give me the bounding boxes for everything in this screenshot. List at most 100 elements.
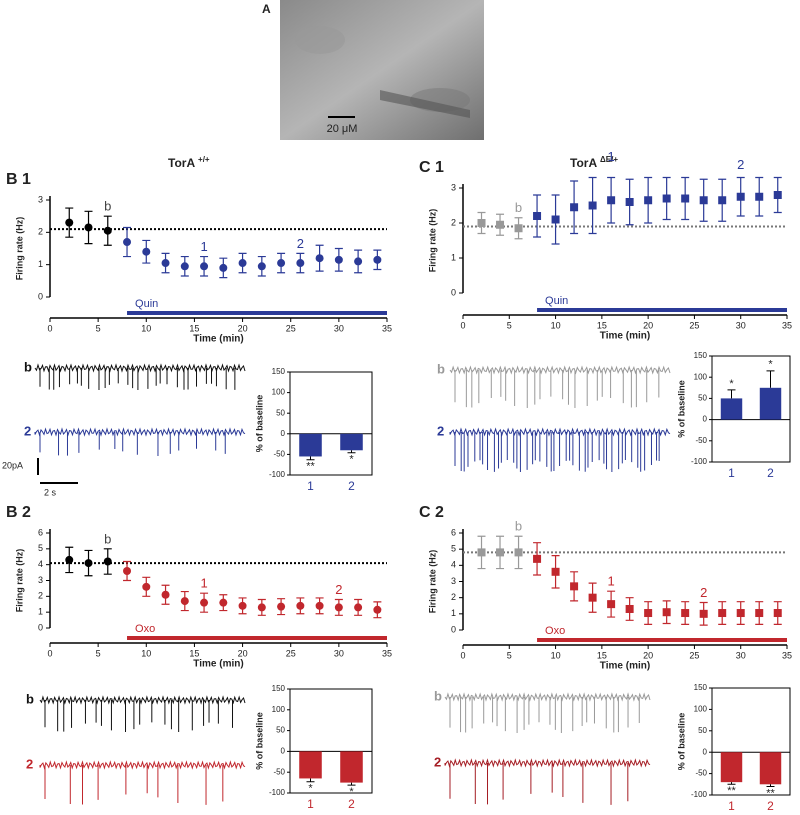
- y-tick-label: -100: [269, 788, 286, 797]
- bar: [340, 433, 363, 451]
- bar: [720, 398, 743, 420]
- y-tick-label: 0: [281, 429, 286, 438]
- y-axis-label: % of baseline: [676, 713, 686, 771]
- y-tick-label: -50: [273, 767, 285, 776]
- genotype-name: TorA: [168, 156, 195, 170]
- data-point: [315, 254, 324, 263]
- y-axis-label: Firing rate (Hz): [427, 550, 437, 614]
- annotation: b: [515, 519, 522, 534]
- annotation: 2: [297, 236, 304, 251]
- y-tick-label: 1: [451, 608, 456, 618]
- x-tick-label: 5: [96, 323, 101, 333]
- x-tick-label: 20: [643, 320, 653, 330]
- significance: **: [306, 461, 315, 473]
- y-tick-label: 0: [38, 622, 43, 632]
- data-point: [296, 601, 305, 610]
- data-point: [161, 259, 170, 268]
- category-label: 2: [767, 466, 774, 480]
- data-point: [200, 262, 209, 271]
- data-point: [514, 224, 523, 233]
- annotation: b: [104, 199, 111, 214]
- data-point: [496, 548, 505, 557]
- data-point: [773, 609, 782, 618]
- x-axis-label: Time (min): [193, 659, 243, 670]
- trace-label: b: [437, 361, 445, 376]
- y-tick-label: -100: [691, 457, 708, 466]
- y-tick-label: 0: [451, 624, 456, 634]
- y-axis-label: Firing rate (Hz): [427, 209, 437, 273]
- y-tick-label: 4: [38, 559, 43, 569]
- category-label: 1: [728, 466, 735, 480]
- data-point: [334, 255, 343, 264]
- x-tick-label: 15: [597, 320, 607, 330]
- bar: [340, 751, 363, 783]
- data-point: [699, 196, 708, 205]
- drug-label: Quin: [545, 295, 568, 307]
- micrograph-cell: [295, 26, 345, 54]
- data-point: [755, 192, 764, 201]
- x-tick-label: 5: [96, 648, 101, 658]
- data-point: [65, 218, 74, 227]
- data-point: [514, 548, 523, 557]
- y-axis-label: % of baseline: [254, 395, 264, 453]
- trace: [34, 427, 246, 456]
- bar: [299, 433, 322, 457]
- panel-label: B 1: [6, 171, 31, 188]
- data-point: [533, 554, 542, 563]
- trace-label: 2: [437, 423, 444, 438]
- y-tick-label: 50: [698, 726, 707, 735]
- x-tick-label: 30: [334, 648, 344, 658]
- x-tick-label: 10: [141, 648, 151, 658]
- data-point: [607, 600, 616, 609]
- genotype-title: TorA +/+: [168, 155, 210, 170]
- data-point: [334, 603, 343, 612]
- x-tick-label: 25: [689, 320, 699, 330]
- data-point: [180, 597, 189, 606]
- data-point: [699, 609, 708, 618]
- data-point: [551, 215, 560, 224]
- annotation: 1: [607, 574, 614, 589]
- panel-label: B 2: [6, 504, 31, 521]
- y-tick-label: 2: [451, 592, 456, 602]
- data-point: [373, 255, 382, 264]
- data-point: [180, 262, 189, 271]
- data-point: [496, 220, 505, 229]
- data-point: [257, 262, 266, 271]
- bar: [720, 752, 743, 783]
- drug-bar: [127, 636, 388, 640]
- y-tick-label: 50: [276, 408, 285, 417]
- data-point: [103, 226, 112, 235]
- data-point: [681, 194, 690, 203]
- genotype-superscript: ΔE/+: [600, 155, 618, 164]
- x-tick-label: 15: [189, 648, 199, 658]
- data-point: [736, 192, 745, 201]
- drug-label: Oxo: [135, 623, 155, 635]
- micropipette: [380, 90, 470, 118]
- y-tick-label: 150: [272, 367, 286, 376]
- y-tick-label: 150: [694, 351, 708, 360]
- trace-label: 2: [26, 756, 33, 771]
- x-tick-label: 15: [597, 650, 607, 660]
- y-tick-label: 0: [38, 291, 43, 301]
- x-tick-label: 35: [782, 650, 792, 660]
- trace: [39, 695, 246, 732]
- x-tick-label: 35: [382, 323, 392, 333]
- y-axis-label: Firing rate (Hz): [14, 549, 24, 613]
- data-point: [718, 196, 727, 205]
- significance: **: [766, 787, 775, 799]
- data-point: [200, 598, 209, 607]
- data-point: [84, 559, 93, 568]
- annotation: b: [104, 531, 111, 546]
- data-point: [588, 201, 597, 210]
- y-tick-label: 2: [451, 217, 456, 227]
- y-tick-label: 3: [38, 194, 43, 204]
- category-label: 2: [348, 479, 355, 493]
- error-bar: [306, 778, 315, 783]
- annotation: 1: [200, 239, 207, 254]
- error-bar: [306, 456, 315, 461]
- x-tick-label: 35: [382, 648, 392, 658]
- error-bar: [766, 370, 775, 388]
- y-tick-label: 150: [694, 683, 708, 692]
- category-label: 1: [307, 797, 314, 811]
- data-point: [238, 601, 247, 610]
